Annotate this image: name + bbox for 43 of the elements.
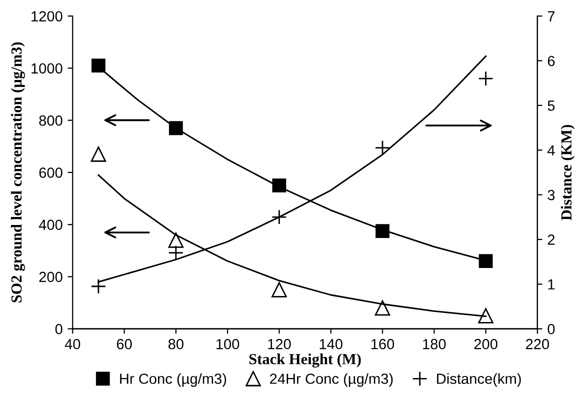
y2-tick-label: 1 <box>548 279 555 290</box>
y-tick-label: 600 <box>39 168 62 178</box>
x-tick-label: 40 <box>64 338 80 350</box>
x-tick-label: 140 <box>320 338 342 350</box>
x-tick-label: 80 <box>168 338 184 350</box>
y2-tick-label: 7 <box>548 11 555 22</box>
point <box>376 224 390 238</box>
legend-label: 24Hr Conc (µg/m3) <box>270 373 393 387</box>
x-tick-label: 160 <box>371 338 394 350</box>
point <box>90 146 106 162</box>
legend-label: Distance(km) <box>437 373 521 387</box>
x-tick-label: 180 <box>423 338 446 350</box>
y-tick-label: 400 <box>38 220 62 230</box>
y2-tick-label: 0 <box>548 324 555 334</box>
y-tick-label: 0 <box>55 324 62 334</box>
y-tick-label: 200 <box>39 272 62 282</box>
point <box>272 282 287 298</box>
point <box>92 58 106 73</box>
point <box>168 232 184 248</box>
y-axis-title: SO2 ground level concentration (µg/m3) <box>10 42 25 302</box>
point <box>478 308 494 324</box>
x-tick-label: 100 <box>216 338 240 350</box>
y2-tick-label: 2 <box>548 234 555 245</box>
point <box>478 70 494 86</box>
y-tick-label: 1000 <box>32 63 62 74</box>
point <box>478 254 493 268</box>
x-tick-label: 60 <box>116 338 132 350</box>
x-tick-label: 200 <box>474 338 498 350</box>
y2-tick-label: 3 <box>548 190 555 200</box>
point <box>272 209 287 225</box>
y2-tick-label: 5 <box>548 100 555 111</box>
x-axis-title: Stack Height (M) <box>249 354 361 368</box>
y-tick-label: 1200 <box>32 11 62 22</box>
y2-axis-title: Distance (KM) <box>560 124 575 220</box>
point <box>374 300 390 316</box>
y2-tick-label: 4 <box>547 145 555 156</box>
y-tick-label: 800 <box>39 115 62 126</box>
point <box>168 245 184 260</box>
x-tick-label: 220 <box>526 338 550 350</box>
x-tick-label: 120 <box>268 338 291 350</box>
legend-label: Hr Conc (µg/m3) <box>120 373 226 387</box>
point <box>374 140 390 156</box>
y2-tick-label: 6 <box>548 56 555 66</box>
